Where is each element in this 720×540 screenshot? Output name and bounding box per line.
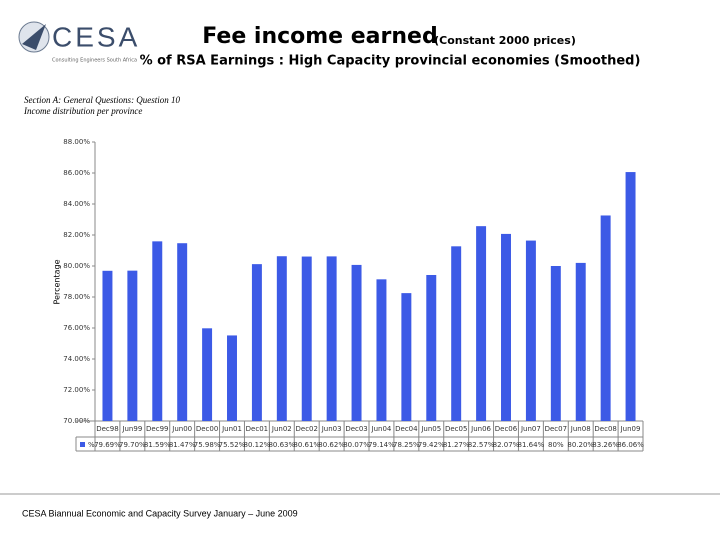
bar [102, 270, 113, 421]
y-tick-label: 86.00% [63, 169, 90, 177]
table-value: 86.06% [617, 441, 644, 449]
table-value: 79.42% [418, 441, 445, 449]
legend-label: % [88, 441, 95, 449]
title-note: (Constant 2000 prices) [434, 34, 576, 47]
x-tick-label: Dec98 [96, 425, 118, 433]
x-tick-label: Dec06 [495, 425, 518, 433]
bar [550, 266, 561, 421]
x-tick-label: Jun07 [520, 425, 541, 433]
table-value: 75.52% [219, 441, 246, 449]
table-value: 80.61% [293, 441, 320, 449]
bar [501, 233, 511, 421]
bar [426, 274, 437, 421]
bar [177, 243, 188, 421]
bar [575, 262, 586, 421]
annotation: Section A: General Questions: Question 1… [24, 95, 181, 105]
bar [276, 256, 287, 421]
bar [326, 256, 337, 421]
bar [351, 264, 362, 421]
x-tick-label: Jun09 [620, 425, 641, 433]
bar [525, 240, 536, 421]
y-tick-label: 78.00% [63, 293, 90, 301]
bar [625, 172, 636, 421]
y-tick-label: 76.00% [63, 324, 90, 332]
table-value: 80.62% [318, 441, 345, 449]
x-tick-label: Dec07 [545, 425, 567, 433]
table-value: 81.47% [169, 441, 196, 449]
x-tick-label: Jun01 [221, 425, 242, 433]
chart-title: Fee income earned [202, 24, 437, 49]
bar [251, 264, 262, 421]
x-tick-label: Jun04 [371, 425, 392, 433]
x-tick-label: Jun03 [321, 425, 342, 433]
annotation: Income distribution per province [23, 106, 142, 116]
bar [127, 270, 138, 421]
x-tick-label: Dec04 [395, 425, 418, 433]
bar [227, 335, 237, 421]
table-value: 79.14% [368, 441, 395, 449]
x-tick-label: Dec01 [246, 425, 268, 433]
table-value: 81.27% [443, 441, 470, 449]
logo-icon [18, 21, 50, 53]
table-value: 80.20% [567, 441, 594, 449]
footer: CESA Biannual Economic and Capacity Surv… [22, 508, 298, 518]
x-tick-label: Dec05 [445, 425, 467, 433]
logo-tagline: Consulting Engineers South Africa [52, 58, 137, 64]
bar [202, 328, 213, 421]
x-tick-label: Dec02 [296, 425, 318, 433]
y-tick-label: 72.00% [63, 386, 90, 394]
y-axis-label: Percentage [53, 259, 62, 304]
bar [376, 279, 387, 421]
legend-swatch [80, 442, 85, 447]
table-value: 80.12% [244, 441, 271, 449]
bar [401, 293, 412, 421]
x-tick-label: Jun99 [121, 425, 142, 433]
bar [451, 246, 462, 421]
table-value: 79.69% [94, 441, 121, 449]
table-value: 81.64% [518, 441, 545, 449]
x-tick-label: Jun06 [470, 425, 491, 433]
table-value: 75.98% [194, 441, 221, 449]
bar [301, 256, 312, 421]
table-value: 78.25% [393, 441, 420, 449]
table-value: 79.70% [119, 441, 146, 449]
table-value: 81.59% [144, 441, 171, 449]
x-tick-label: Jun08 [570, 425, 591, 433]
table-value: 82.07% [493, 441, 520, 449]
y-tick-label: 84.00% [63, 200, 90, 208]
bar [152, 241, 163, 421]
y-tick-label: 82.00% [63, 231, 90, 239]
logo: CESA [52, 21, 140, 52]
x-tick-label: Jun05 [420, 425, 441, 433]
x-tick-label: Dec08 [594, 425, 616, 433]
y-tick-label: 80.00% [63, 262, 90, 270]
table-value: 83.26% [592, 441, 619, 449]
x-tick-label: Jun02 [271, 425, 292, 433]
x-tick-label: Dec03 [345, 425, 367, 433]
y-tick-label: 88.00% [63, 138, 90, 146]
y-tick-label: 74.00% [63, 355, 90, 363]
bar [476, 226, 487, 421]
x-tick-label: Dec99 [146, 425, 168, 433]
table-value: 80.07% [343, 441, 370, 449]
x-tick-label: Dec00 [196, 425, 218, 433]
bar [600, 215, 611, 421]
table-value: 80.63% [268, 441, 295, 449]
chart-subtitle: % of RSA Earnings : High Capacity provin… [140, 54, 641, 69]
x-tick-label: Jun00 [171, 425, 192, 433]
table-value: 80% [548, 441, 564, 449]
table-value: 82.57% [468, 441, 495, 449]
